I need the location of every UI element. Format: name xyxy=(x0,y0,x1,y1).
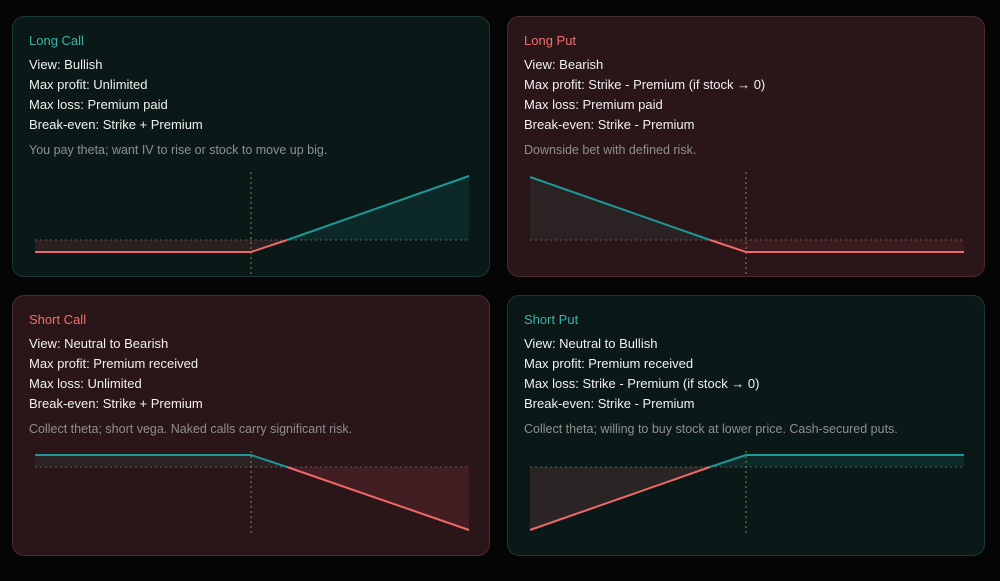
max-loss-line: Max loss: Strike - Premium (if stock → 0… xyxy=(524,376,760,391)
max-profit-line: Max profit: Unlimited xyxy=(29,77,148,92)
max-loss-line: Max loss: Premium paid xyxy=(29,97,168,112)
profit-area xyxy=(35,455,287,467)
short-call-card: Short Call View: Neutral to Bearish Max … xyxy=(12,295,490,556)
max-profit-line: Max profit: Strike - Premium (if stock →… xyxy=(524,77,766,92)
card-title: Long Call xyxy=(29,33,84,48)
view-line: View: Neutral to Bearish xyxy=(29,336,169,351)
max-loss-line: Max loss: Unlimited xyxy=(29,376,142,391)
payoff-diagram xyxy=(529,451,964,536)
card-title: Long Put xyxy=(524,33,577,48)
payoff-diagram xyxy=(35,451,470,536)
premium-band xyxy=(35,240,251,252)
card-title: Short Call xyxy=(29,312,87,327)
max-profit-line: Max profit: Premium received xyxy=(524,356,694,371)
profit-area xyxy=(710,455,964,467)
strategy-note: Collect theta; willing to buy stock at l… xyxy=(524,422,898,436)
card-title: Short Put xyxy=(524,312,579,327)
view-line: View: Bearish xyxy=(524,57,604,72)
break-even-line: Break-even: Strike + Premium xyxy=(29,396,203,411)
payoff-diagram xyxy=(529,172,964,275)
strategy-note: Collect theta; short vega. Naked calls c… xyxy=(29,422,353,436)
view-line: View: Neutral to Bullish xyxy=(524,336,658,351)
break-even-line: Break-even: Strike - Premium xyxy=(524,117,695,132)
loss-area xyxy=(710,240,964,252)
loss-line xyxy=(35,239,288,253)
loss-line xyxy=(709,239,964,253)
profit-line xyxy=(35,454,288,468)
strategy-note: Downside bet with defined risk. xyxy=(524,143,697,157)
max-profit-line: Max profit: Premium received xyxy=(29,356,199,371)
break-even-line: Break-even: Strike - Premium xyxy=(524,396,695,411)
short-put-card: Short Put View: Neutral to Bullish Max p… xyxy=(507,295,985,556)
profit-line xyxy=(529,176,711,241)
view-line: View: Bullish xyxy=(29,57,103,72)
strategy-note: You pay theta; want IV to rise or stock … xyxy=(29,143,328,157)
profit-line xyxy=(286,175,470,241)
payoff-diagram xyxy=(35,172,470,275)
loss-line xyxy=(529,466,711,531)
loss-line xyxy=(286,466,470,531)
break-even-line: Break-even: Strike + Premium xyxy=(29,117,203,132)
long-put-card: Long Put View: Bearish Max profit: Strik… xyxy=(507,16,985,277)
long-call-card: Long Call View: Bullish Max profit: Unli… xyxy=(12,16,490,277)
max-loss-line: Max loss: Premium paid xyxy=(524,97,663,112)
profit-line xyxy=(709,454,964,468)
